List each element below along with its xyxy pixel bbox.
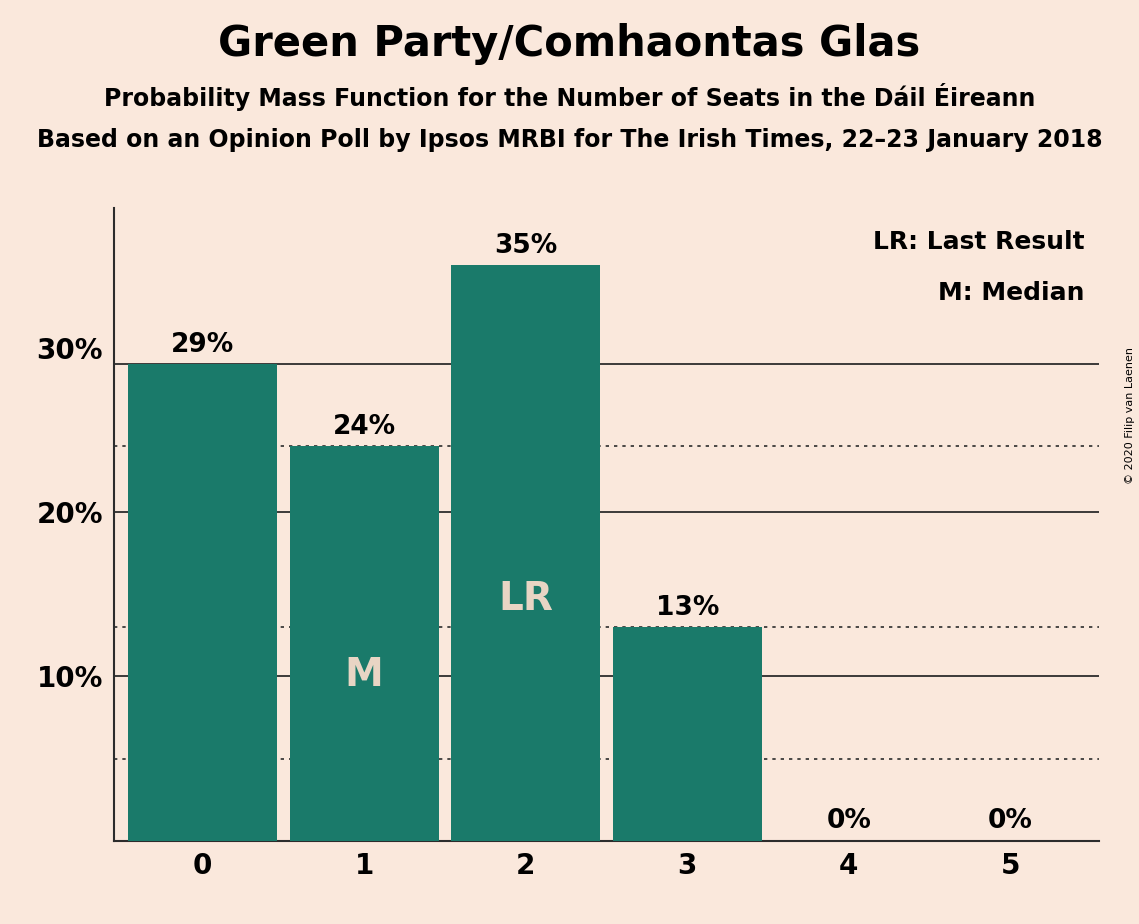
Text: © 2020 Filip van Laenen: © 2020 Filip van Laenen bbox=[1125, 347, 1134, 484]
Text: Based on an Opinion Poll by Ipsos MRBI for The Irish Times, 22–23 January 2018: Based on an Opinion Poll by Ipsos MRBI f… bbox=[36, 128, 1103, 152]
Text: LR: Last Result: LR: Last Result bbox=[872, 230, 1084, 254]
Text: 24%: 24% bbox=[333, 414, 396, 440]
Bar bbox=[129, 364, 277, 841]
Text: M: M bbox=[345, 656, 384, 694]
Text: 35%: 35% bbox=[494, 233, 557, 259]
Text: M: Median: M: Median bbox=[937, 281, 1084, 305]
Bar bbox=[451, 265, 600, 841]
Text: 0%: 0% bbox=[988, 808, 1033, 834]
Bar bbox=[290, 446, 439, 841]
Text: Probability Mass Function for the Number of Seats in the Dáil Éireann: Probability Mass Function for the Number… bbox=[104, 83, 1035, 111]
Text: 0%: 0% bbox=[827, 808, 871, 834]
Text: 13%: 13% bbox=[656, 594, 719, 621]
Bar bbox=[613, 627, 762, 841]
Text: 29%: 29% bbox=[171, 332, 235, 358]
Text: LR: LR bbox=[499, 580, 554, 618]
Text: Green Party/Comhaontas Glas: Green Party/Comhaontas Glas bbox=[219, 23, 920, 65]
